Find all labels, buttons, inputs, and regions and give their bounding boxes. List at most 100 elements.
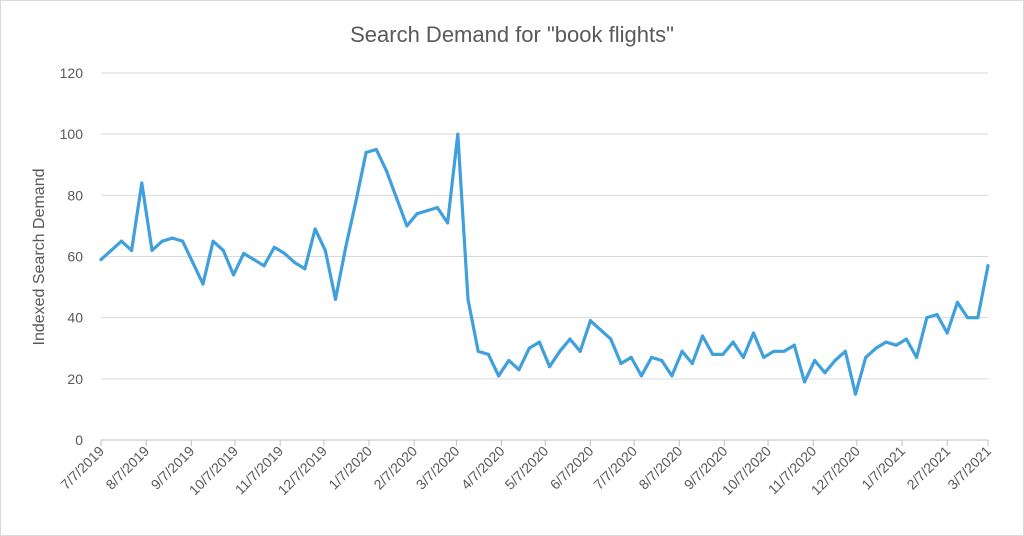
- x-tick-label: 3/7/2021: [944, 443, 994, 493]
- x-tick-label: 5/7/2020: [501, 443, 551, 493]
- data-point: [853, 392, 858, 396]
- data-point: [670, 374, 674, 378]
- data-point: [456, 132, 460, 136]
- data-point: [231, 273, 236, 277]
- data-point: [384, 169, 389, 173]
- data-point: [558, 349, 562, 353]
- x-tick-label: 8/7/2019: [102, 443, 152, 493]
- data-point: [415, 212, 419, 216]
- data-point: [966, 316, 970, 320]
- series-line: [99, 132, 990, 396]
- data-point: [741, 355, 745, 360]
- x-tick-label: 2/7/2021: [903, 443, 953, 493]
- data-point: [955, 300, 960, 304]
- data-point: [864, 355, 868, 360]
- y-tick-label: 80: [67, 187, 83, 203]
- data-point: [282, 251, 287, 256]
- data-point: [405, 224, 409, 228]
- data-point: [884, 340, 888, 344]
- data-point: [976, 316, 980, 320]
- x-tick-labels: 7/7/20198/7/20199/7/201910/7/201911/7/20…: [57, 440, 994, 498]
- data-point: [782, 349, 786, 353]
- data-point: [129, 248, 134, 252]
- data-point: [588, 319, 592, 323]
- data-point: [99, 257, 103, 262]
- data-point: [333, 297, 338, 301]
- data-point: [507, 358, 511, 363]
- data-point: [547, 365, 552, 369]
- data-point: [609, 337, 613, 341]
- data-point: [262, 264, 266, 268]
- data-point: [344, 245, 348, 249]
- data-point: [435, 205, 440, 210]
- data-point: [813, 358, 817, 363]
- data-point: [660, 358, 664, 363]
- data-point: [211, 239, 215, 243]
- series-layer: [99, 132, 990, 396]
- y-tick-label: 20: [67, 371, 83, 387]
- data-point: [894, 343, 898, 347]
- x-tick-label: 7/7/2019: [57, 443, 107, 493]
- data-point: [395, 196, 399, 200]
- x-tick-label: 2/7/2020: [370, 443, 420, 493]
- data-point: [537, 340, 542, 344]
- data-point: [986, 264, 990, 268]
- data-point: [792, 343, 796, 347]
- data-point: [639, 374, 643, 378]
- data-point: [598, 328, 603, 332]
- data-point: [180, 239, 185, 243]
- data-point: [619, 361, 623, 366]
- data-point: [313, 227, 317, 231]
- data-point: [293, 261, 297, 265]
- chart-title: Search Demand for "book flights": [350, 22, 674, 47]
- y-tick-labels: 0 20 40 60 80 100 120: [60, 65, 84, 448]
- data-point: [568, 337, 572, 341]
- data-point: [119, 239, 123, 243]
- data-point: [517, 368, 521, 372]
- data-point: [446, 221, 450, 225]
- data-point: [466, 297, 470, 301]
- data-point: [191, 261, 195, 265]
- x-tick-label: 6/7/2020: [547, 443, 597, 493]
- data-point: [160, 239, 164, 243]
- data-point: [629, 355, 633, 360]
- x-tick-label: 1/7/2020: [325, 443, 375, 493]
- x-tick-label: 7/7/2020: [590, 443, 640, 493]
- data-point: [201, 282, 205, 286]
- data-point: [425, 209, 429, 213]
- data-point: [242, 251, 246, 256]
- data-point: [690, 361, 694, 366]
- data-point: [323, 248, 327, 252]
- data-point: [833, 358, 837, 363]
- data-point: [303, 267, 307, 271]
- data-point: [221, 248, 225, 252]
- data-point: [272, 245, 276, 249]
- data-point: [762, 355, 766, 360]
- y-tick-label: 60: [67, 249, 83, 265]
- data-point: [935, 313, 939, 317]
- data-point: [150, 248, 154, 252]
- x-tick-label: 8/7/2020: [635, 443, 685, 493]
- data-point: [711, 352, 715, 356]
- y-tick-label: 0: [75, 432, 83, 448]
- data-point: [802, 380, 807, 384]
- data-point: [700, 334, 705, 338]
- data-point: [874, 346, 878, 350]
- data-point: [374, 147, 378, 152]
- data-point: [823, 371, 827, 375]
- data-point: [109, 248, 113, 252]
- data-point: [731, 340, 735, 344]
- x-tick-label: 4/7/2020: [458, 443, 508, 493]
- data-point: [925, 316, 929, 320]
- data-point: [945, 331, 949, 335]
- data-point: [904, 337, 909, 341]
- data-point: [476, 349, 480, 353]
- data-point: [751, 331, 756, 335]
- data-point: [170, 236, 174, 240]
- data-point: [354, 199, 358, 204]
- data-point: [364, 150, 368, 155]
- data-point: [680, 349, 684, 353]
- y-tick-label: 40: [67, 310, 83, 326]
- data-point: [721, 352, 725, 356]
